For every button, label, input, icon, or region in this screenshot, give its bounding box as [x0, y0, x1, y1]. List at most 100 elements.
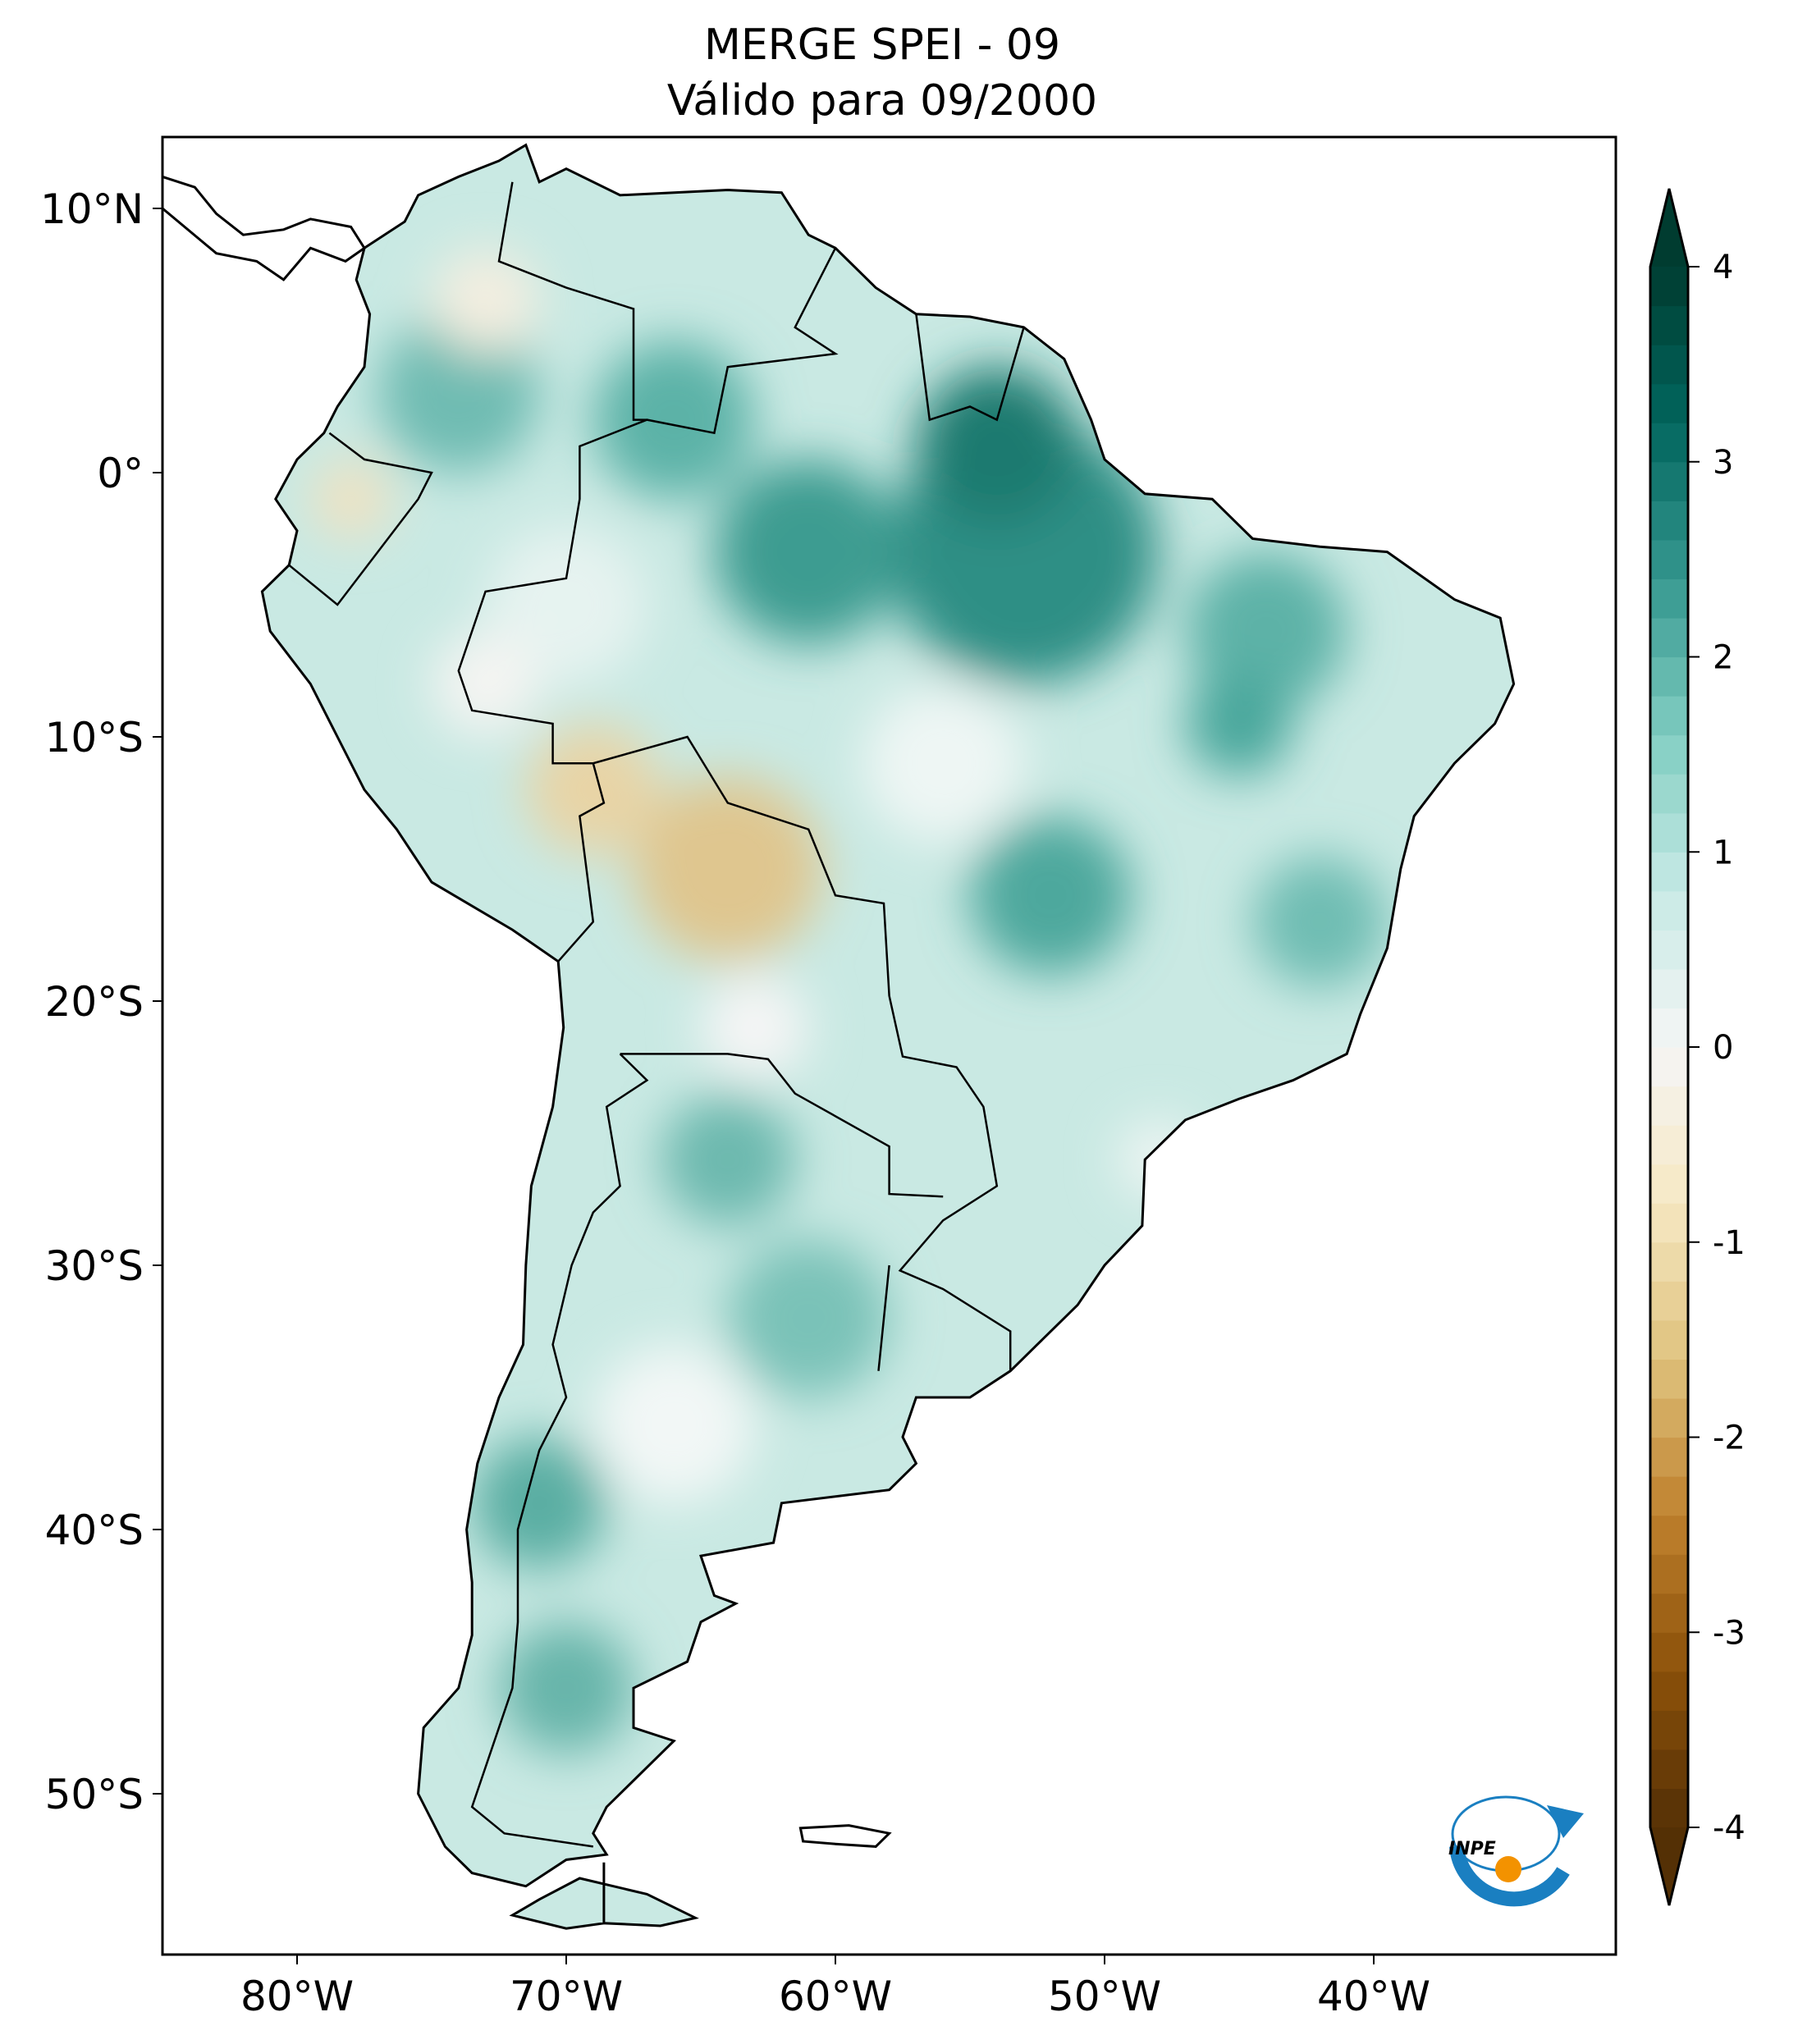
colorbar-level — [1650, 890, 1688, 931]
title-line2: Válido para 09/2000 — [667, 76, 1097, 126]
colorbar-level — [1650, 734, 1688, 775]
colorbar-tick-label: -3 — [1713, 1614, 1745, 1652]
colorbar-level — [1650, 1319, 1688, 1360]
colorbar-tick-label: 1 — [1713, 834, 1733, 871]
colorbar-level — [1650, 501, 1688, 541]
country-border — [497, 181, 647, 421]
spei-anomaly-patch — [1185, 670, 1293, 777]
y-tick-label: 0° — [97, 450, 144, 497]
colorbar-level — [1650, 930, 1688, 970]
spei-anomaly-patch — [432, 631, 540, 737]
spei-anomaly-patch — [1252, 855, 1388, 988]
y-axis-ticks: 10°N 0° 10°S 20°S 30°S 40°S 50°S — [40, 185, 162, 1818]
country-border — [470, 1053, 649, 1848]
colorbar-tick-label: -1 — [1713, 1224, 1745, 1262]
spei-anomaly-patch — [714, 459, 903, 645]
colorbar-level — [1650, 774, 1688, 814]
colorbar-level — [1650, 1203, 1688, 1243]
spei-anomaly-patch — [970, 816, 1132, 975]
colorbar-level — [1650, 812, 1688, 853]
colorbar-tick-label: 3 — [1713, 444, 1733, 482]
colorbar-level — [1650, 423, 1688, 463]
x-tick-label: 60°W — [779, 1973, 892, 2020]
colorbar-level — [1650, 1125, 1688, 1165]
y-tick-label: 30°S — [45, 1242, 144, 1290]
colorbar-level — [1650, 1241, 1688, 1282]
colorbar-level — [1650, 1359, 1688, 1399]
colorbar-tick-label: 0 — [1713, 1029, 1733, 1067]
title-line1: MERGE SPEI - 09 — [704, 21, 1060, 70]
x-tick-label: 40°W — [1317, 1973, 1430, 2020]
colorbar-level — [1650, 267, 1688, 307]
colorbar-level — [1650, 1554, 1688, 1594]
central-america-coastline — [162, 175, 367, 281]
falkland-islands — [798, 1824, 892, 1848]
spei-anomaly-patch — [916, 367, 1078, 526]
colorbar-level — [1650, 1164, 1688, 1204]
spei-anomaly-patch — [525, 723, 661, 856]
colorbar-level — [1650, 1437, 1688, 1477]
spei-anomaly-patch — [377, 313, 540, 473]
map-area — [162, 143, 1516, 1930]
colorbar-tick-label: -2 — [1713, 1420, 1745, 1457]
x-tick-label: 50°W — [1048, 1973, 1161, 2020]
colorbar-level — [1650, 1671, 1688, 1711]
spei-anomaly-patch — [1185, 551, 1347, 711]
country-border — [620, 1053, 944, 1198]
y-tick-label: 50°S — [45, 1771, 144, 1818]
x-tick-label: 70°W — [510, 1973, 623, 2020]
spei-anomaly-patch — [862, 684, 1024, 843]
colorbar-tick-label: -4 — [1713, 1809, 1745, 1847]
colorbar-tick-label: 2 — [1713, 639, 1733, 677]
spei-anomaly-patch — [727, 1238, 890, 1397]
country-border — [915, 313, 1025, 422]
inpe-logo: INPE — [1448, 1795, 1584, 1907]
colorbar-level — [1650, 968, 1688, 1009]
colorbar-level — [1650, 1086, 1688, 1126]
y-tick-label: 40°S — [45, 1507, 144, 1554]
colorbar-level — [1650, 383, 1688, 423]
colorbar-level — [1650, 1515, 1688, 1555]
spei-anomaly-patch — [499, 1621, 634, 1754]
coastline — [260, 143, 1516, 1930]
logo-sun — [1495, 1856, 1521, 1882]
y-tick-label: 10°N — [40, 185, 144, 233]
colorbar-level — [1650, 1749, 1688, 1790]
spei-anomaly-patch — [660, 1093, 795, 1226]
colorbar-level — [1650, 656, 1688, 697]
y-tick-label: 10°S — [45, 714, 144, 761]
colorbar-level — [1650, 345, 1688, 385]
colorbar-level — [1650, 1008, 1688, 1048]
colorbar-level — [1650, 461, 1688, 501]
spei-anomaly-patch — [485, 525, 647, 684]
colorbar-level — [1650, 1788, 1688, 1828]
colorbar-level — [1650, 852, 1688, 892]
colorbar-level — [1650, 305, 1688, 345]
spei-anomaly-patch — [634, 776, 822, 962]
logo-swoosh — [1449, 1845, 1570, 1907]
map-frame — [161, 135, 1617, 1956]
colorbar-level — [1650, 1632, 1688, 1672]
country-border — [557, 762, 606, 963]
spei-anomaly-patch — [592, 1344, 755, 1503]
colorbar-level — [1650, 1593, 1688, 1633]
colorbar-tick-label: 4 — [1713, 249, 1733, 286]
country-border — [457, 247, 1012, 1371]
logo-arrow-icon — [1547, 1805, 1584, 1838]
colorbar-level — [1650, 539, 1688, 579]
spei-anomaly-patch — [592, 341, 755, 500]
country-border — [288, 432, 433, 606]
y-tick-label: 20°S — [45, 978, 144, 1026]
colorbar: 4 3 2 1 0 -1 -2 -3 -4 — [1649, 188, 1745, 1906]
colorbar-level — [1650, 617, 1688, 658]
colorbar-level — [1650, 1397, 1688, 1438]
colorbar-level — [1650, 696, 1688, 736]
x-axis-ticks: 80°W 70°W 60°W 50°W 40°W — [240, 1955, 1430, 2020]
colorbar-extend-max — [1650, 189, 1688, 267]
country-border — [877, 1264, 890, 1371]
x-tick-label: 80°W — [240, 1973, 354, 2020]
colorbar-level — [1650, 1710, 1688, 1750]
colorbar-level — [1650, 1047, 1688, 1087]
logo-text: INPE — [1448, 1839, 1496, 1859]
